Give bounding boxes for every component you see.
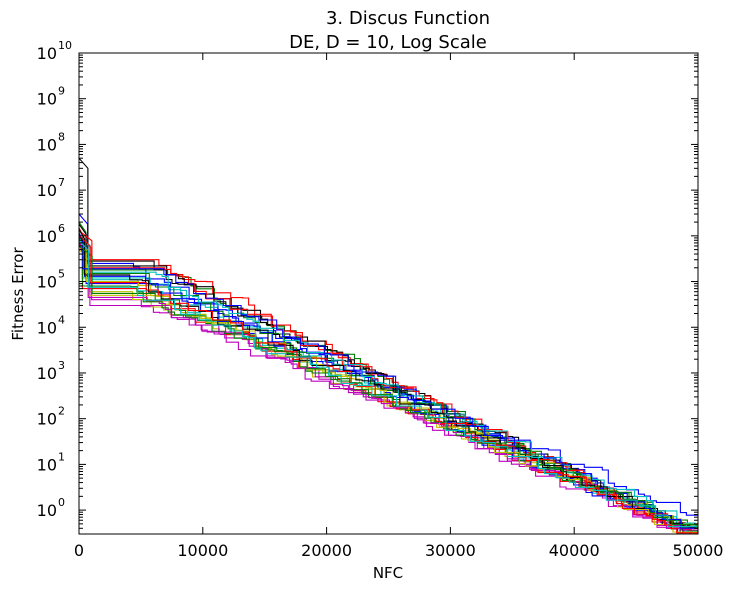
plot-area (79, 157, 698, 534)
y-tick-exponent: 10 (58, 39, 72, 52)
y-tick-exponent: 4 (58, 313, 65, 326)
y-tick-exponent: 0 (58, 496, 65, 509)
y-tick-label: 10 (37, 410, 57, 429)
x-tick-label: 0 (74, 541, 84, 560)
x-axis-label: NFC (373, 564, 403, 582)
series-line (79, 221, 698, 528)
y-axis-label: Fitness Error (9, 247, 27, 341)
x-tick-label: 10000 (177, 541, 228, 560)
y-tick-exponent: 3 (58, 359, 65, 372)
y-tick-label: 10 (37, 501, 57, 520)
x-tick-label: 40000 (549, 541, 600, 560)
y-tick-exponent: 7 (58, 176, 65, 189)
series-line (79, 239, 698, 528)
series-line (79, 239, 698, 533)
y-tick-exponent: 8 (58, 130, 65, 143)
series-line (79, 245, 698, 529)
y-tick-label: 10 (37, 44, 57, 63)
y-tick-label: 10 (37, 455, 57, 474)
y-tick-label: 10 (37, 181, 57, 200)
series-layer (79, 157, 698, 534)
series-line (79, 235, 698, 525)
y-tick-exponent: 5 (58, 268, 65, 281)
y-tick-exponent: 2 (58, 405, 65, 418)
plot-frame (78, 52, 699, 535)
x-tick-label: 20000 (301, 541, 352, 560)
series-line (79, 235, 698, 534)
series-line (79, 228, 698, 528)
y-tick-label: 10 (37, 135, 57, 154)
y-tick-label: 10 (37, 318, 57, 337)
series-line (79, 242, 698, 526)
series-line (79, 232, 698, 529)
y-tick-exponent: 6 (58, 222, 65, 235)
y-tick-exponent: 9 (58, 85, 65, 98)
chart-title: 3. Discus Function (326, 8, 490, 29)
y-tick-label: 10 (37, 90, 57, 109)
x-tick-label: 50000 (673, 541, 724, 560)
y-tick-exponent: 1 (58, 450, 65, 463)
series-line (79, 232, 698, 532)
y-tick-label: 10 (37, 273, 57, 292)
series-line (79, 213, 698, 528)
series-line (79, 233, 679, 534)
x-tick-label: 30000 (425, 541, 476, 560)
series-line (79, 157, 684, 534)
y-tick-label: 10 (37, 227, 57, 246)
y-tick-label: 10 (37, 364, 57, 383)
chart-subtitle: DE, D = 10, Log Scale (289, 32, 487, 53)
